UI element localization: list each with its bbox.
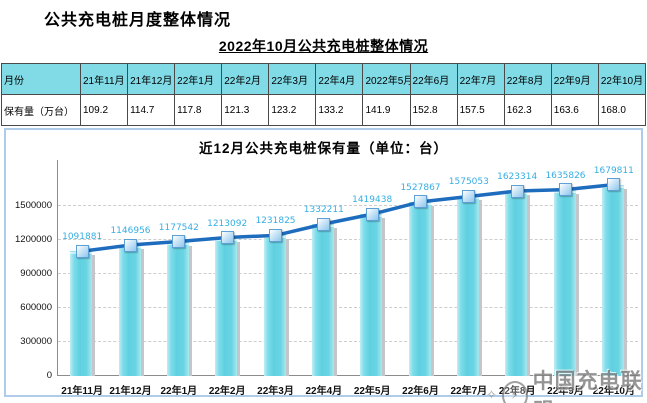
- y-axis-tick-label: 300000: [20, 336, 52, 347]
- y-axis-tick-label: 1500000: [15, 200, 52, 211]
- bar-22年4月: [311, 224, 337, 376]
- x-axis-tick-label: 22年9月: [547, 386, 584, 397]
- table-cell-value: 123.2: [268, 94, 317, 126]
- line-marker: [462, 189, 476, 203]
- chart-plot-area: 0 300000 600000 900000 1200000 1500000 21年11月 2…: [6, 130, 641, 397]
- table-cell-value: 114.7: [127, 94, 176, 126]
- x-axis-tick-label: 22年4月: [305, 386, 343, 397]
- y-axis-tick-label: 600000: [20, 302, 52, 313]
- x-axis-tick-label: 22年6月: [402, 386, 439, 397]
- chart-container: 近12月公共充电桩保有量（单位：台） 0 300000 600000 900000 12…: [4, 128, 643, 397]
- data-label: 1419438: [352, 195, 393, 206]
- y-gridline: [58, 239, 638, 240]
- line-marker: [414, 195, 427, 209]
- table-cell-value: 168.0: [597, 94, 647, 126]
- value-row-label: 保有量（万台）: [1, 94, 81, 126]
- y-axis-tick-label: 900000: [20, 268, 52, 279]
- month-row-label: 月份: [1, 63, 81, 95]
- x-axis-tick-label: 21年12月: [109, 386, 152, 397]
- table-col-header: 22年1月: [174, 63, 223, 95]
- data-label: 1623314: [497, 172, 538, 183]
- y-axis-tick-label: 0: [46, 370, 52, 381]
- line-marker: [607, 178, 621, 192]
- table-col-header: 22年7月: [456, 63, 505, 95]
- table-cell-value: 109.2: [79, 94, 129, 126]
- bar-22年7月: [456, 196, 482, 376]
- line-marker: [172, 235, 186, 249]
- table-header-row: 月份 21年11月 21年12月 22年1月 22年2月 22年3月 22年4月 2022年…: [1, 63, 647, 95]
- table-cell-value: 117.8: [174, 94, 223, 126]
- charging-alliance-logo-icon: ⚡: [501, 380, 528, 403]
- monthly-stats-table: 月份 21年11月 21年12月 22年1月 22年2月 22年3月 22年4月 2022年…: [1, 63, 647, 126]
- bar-22年1月: [166, 241, 192, 377]
- line-marker: [269, 228, 282, 242]
- bar-21年12月: [118, 245, 144, 376]
- table-title: 2022年10月公共充电桩整体情况: [218, 38, 429, 54]
- y-axis: [57, 160, 58, 375]
- table-col-header: 22年3月: [268, 63, 317, 95]
- watermark-star-icon: ✧: [486, 387, 497, 402]
- table-cell-value: 152.8: [409, 94, 458, 126]
- line-marker: [510, 184, 524, 198]
- table-cell-value: 163.6: [550, 94, 599, 126]
- table-col-header: 22年6月: [409, 63, 458, 95]
- bar-22年8月: [505, 191, 531, 376]
- table-cell-value: 162.3: [503, 94, 552, 126]
- x-axis-tick-label: 22年7月: [450, 386, 488, 397]
- bar-22年6月: [408, 201, 434, 377]
- data-label: 1091881: [62, 232, 103, 243]
- x-axis-tick-label: 22年3月: [257, 386, 294, 397]
- bar-22年9月: [553, 189, 579, 377]
- y-axis-tick-label: 1200000: [15, 234, 52, 245]
- bar-21年11月: [70, 251, 96, 376]
- table-cell-value: 133.2: [315, 94, 364, 126]
- data-label: 1332211: [303, 205, 344, 216]
- line-marker: [365, 207, 379, 221]
- x-axis-tick-label: 22年5月: [353, 386, 391, 397]
- table-col-header: 2022年5月: [362, 63, 411, 95]
- data-label: 1177542: [158, 222, 199, 233]
- table-cell-value: 141.9: [362, 94, 411, 126]
- chart-title: 近12月公共充电桩保有量（单位：台）: [198, 141, 448, 156]
- table-cell-value: 157.5: [456, 94, 505, 126]
- table-value-row: 保有量（万台） 109.2 114.7 117.8 121.3 123.2 133.2 14…: [1, 94, 647, 126]
- table-cell-value: 121.3: [221, 94, 270, 126]
- bar-22年2月: [215, 237, 241, 377]
- data-label: 1146956: [110, 226, 151, 236]
- y-gridline: [58, 341, 638, 342]
- bar-22年3月: [263, 235, 289, 376]
- x-axis: [57, 375, 638, 376]
- table-col-header: 21年11月: [79, 63, 129, 95]
- data-label: 1679811: [593, 165, 634, 176]
- table-col-header: 22年8月: [503, 63, 552, 95]
- line-marker: [75, 244, 89, 258]
- data-label: 1527867: [400, 182, 441, 193]
- data-label: 1575053: [448, 177, 489, 188]
- watermark: ✧ ⚡ 中国充电联盟: [486, 365, 647, 403]
- y-gridline: [58, 307, 638, 308]
- line-marker: [220, 231, 234, 245]
- watermark-text: 中国充电联盟: [532, 370, 643, 403]
- y-gridline: [58, 273, 638, 274]
- page-title: 公共充电桩月度整体情况: [44, 12, 232, 29]
- x-axis-tick-label: 21年11月: [61, 386, 103, 397]
- table-col-header: 22年4月: [315, 63, 364, 95]
- table-col-header: 22年9月: [550, 63, 599, 95]
- table-col-header: 21年12月: [127, 63, 176, 95]
- line-marker: [317, 217, 331, 231]
- table-col-header: 22年2月: [221, 63, 270, 95]
- data-label: 1635826: [545, 170, 586, 181]
- data-label: 1213092: [207, 218, 248, 229]
- line-marker: [124, 238, 137, 252]
- bar-22年10月: [601, 184, 627, 377]
- x-axis-tick-label: 22年2月: [208, 386, 246, 397]
- bar-22年5月: [360, 214, 386, 376]
- data-label: 1231825: [255, 216, 296, 227]
- line-marker: [559, 183, 572, 197]
- x-axis-tick-label: 22年1月: [160, 386, 198, 397]
- table-col-header: 22年10月: [597, 63, 647, 95]
- x-axis-tick-label: 22年10月: [592, 386, 635, 397]
